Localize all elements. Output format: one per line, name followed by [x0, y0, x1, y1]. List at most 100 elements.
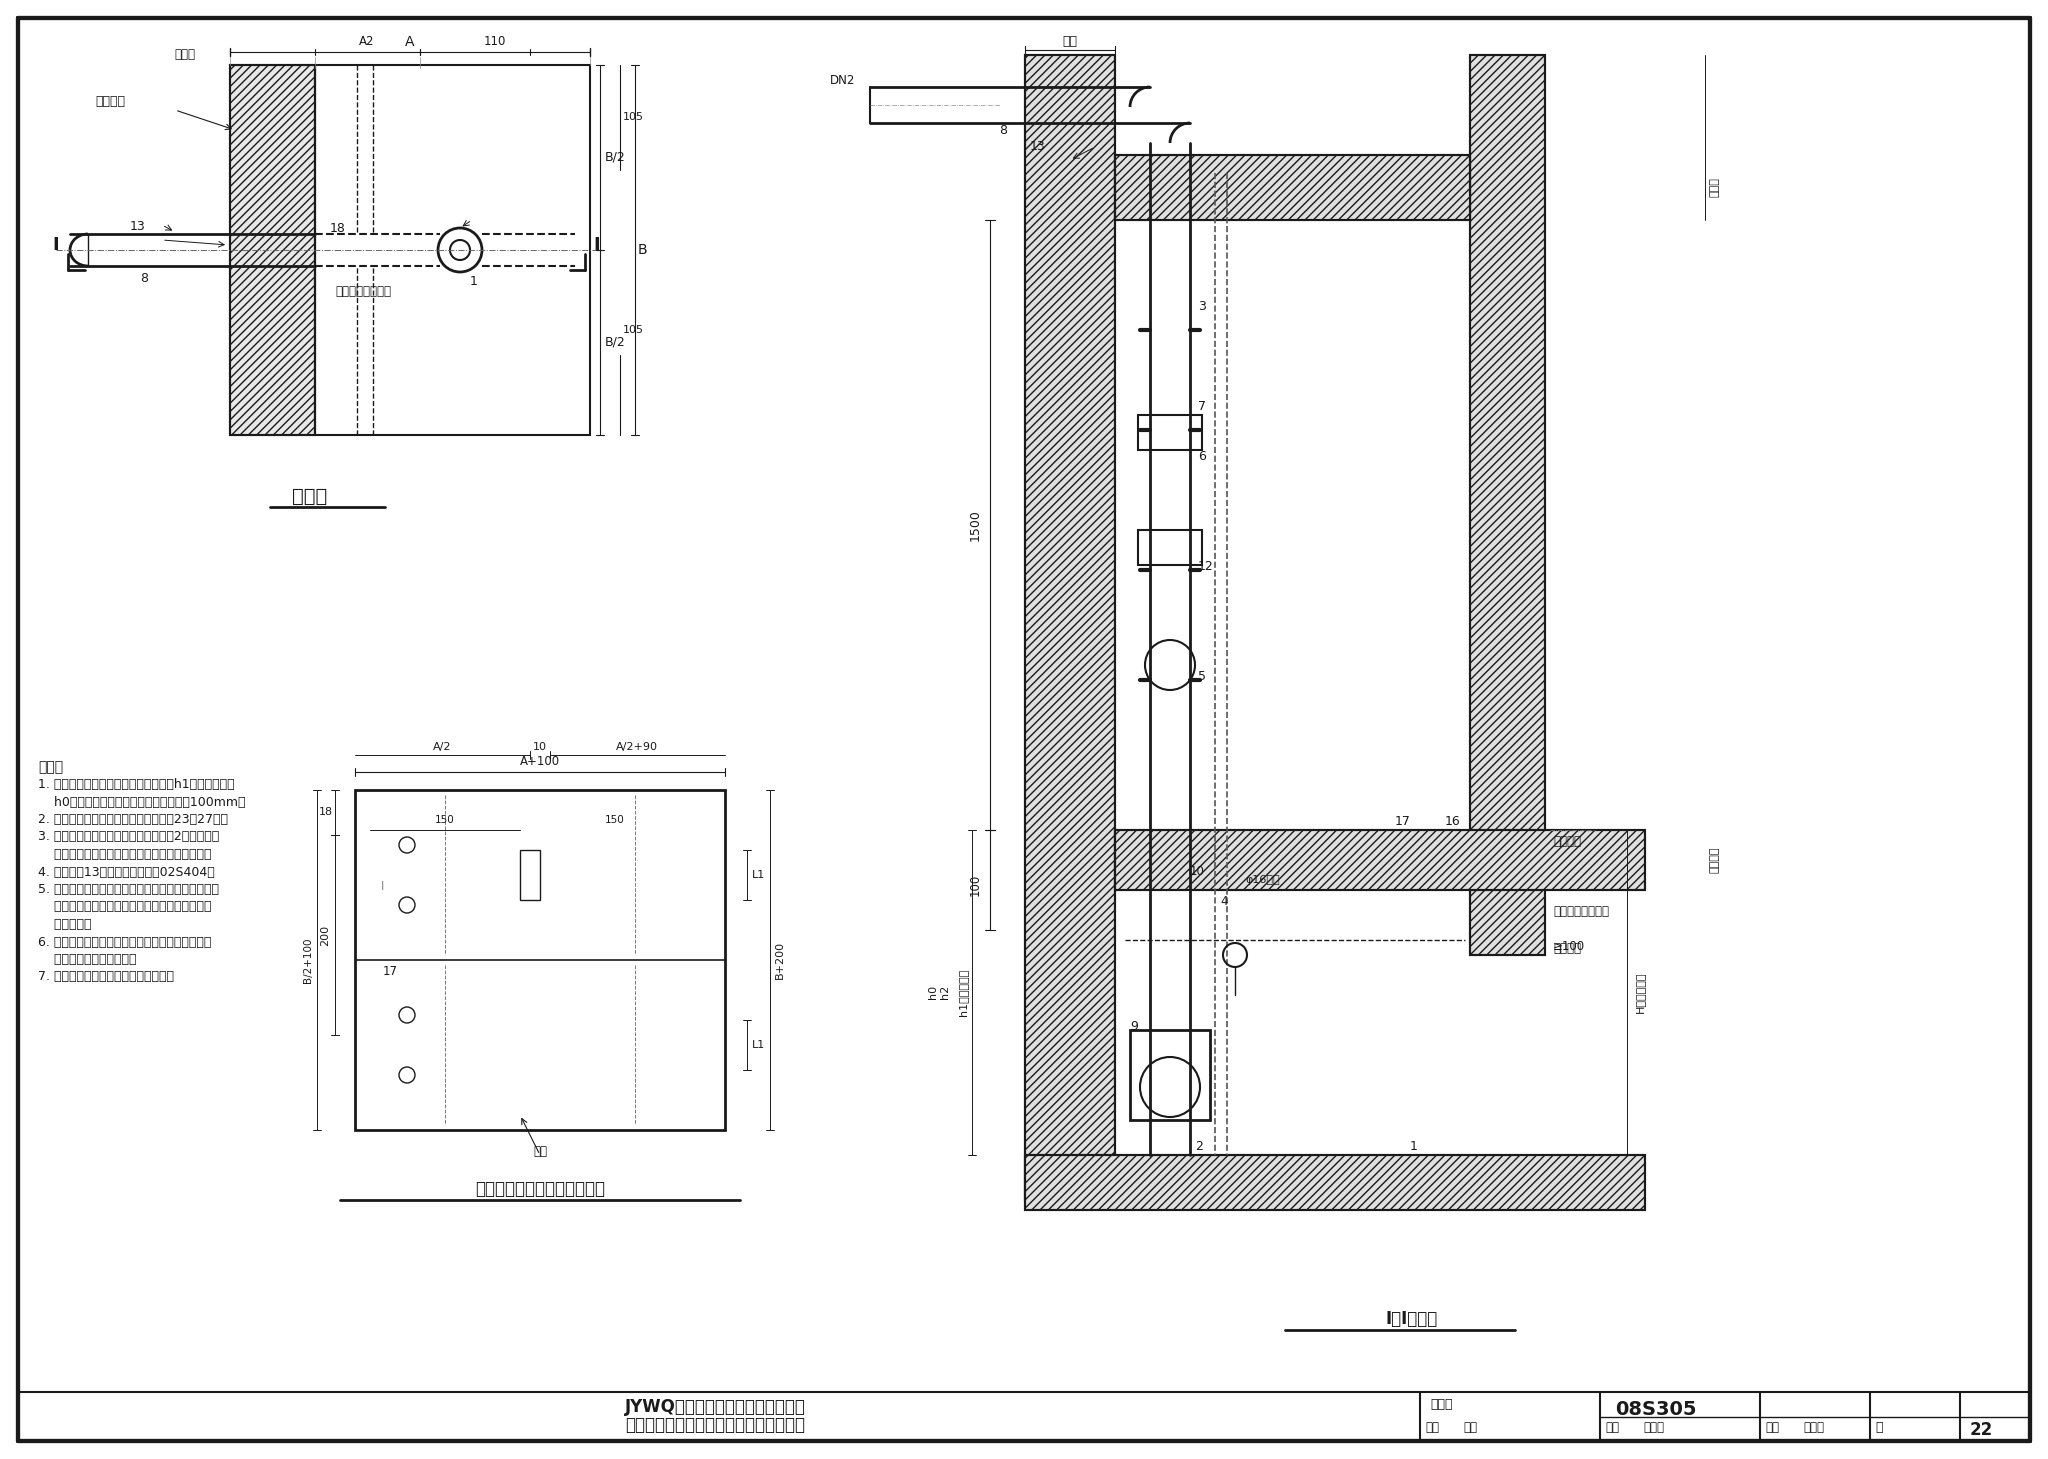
Text: 110: 110: [483, 35, 506, 48]
Text: I: I: [53, 236, 59, 254]
Text: 图集号: 图集号: [1430, 1398, 1452, 1411]
Text: A: A: [406, 35, 416, 50]
Text: h2: h2: [940, 985, 950, 999]
Text: B/2: B/2: [604, 150, 627, 163]
Text: 2: 2: [1194, 1139, 1202, 1153]
Bar: [1024, 55, 1114, 1199]
Text: 12: 12: [1198, 560, 1214, 573]
Text: 穿管敷设。: 穿管敷设。: [39, 918, 92, 931]
Text: 设计定: 设计定: [1710, 177, 1720, 197]
Text: ≥100: ≥100: [1552, 940, 1585, 953]
Text: 校对: 校对: [1606, 1421, 1620, 1434]
Text: 路志锋: 路志锋: [1642, 1421, 1663, 1434]
Text: L1: L1: [752, 1040, 766, 1050]
Text: 1. 本图潜水排污泵采用液位自动控制，h1为开泵水位，: 1. 本图潜水排污泵采用液位自动控制，h1为开泵水位，: [39, 778, 236, 791]
Text: 150: 150: [434, 816, 455, 824]
Text: 页: 页: [1876, 1421, 1882, 1434]
Text: A/2+90: A/2+90: [616, 743, 657, 751]
Text: 17: 17: [1395, 816, 1411, 829]
Text: φ16挂钩: φ16挂钩: [1245, 875, 1280, 886]
Text: 10: 10: [1190, 865, 1204, 878]
Text: 7. 本图适用于较清洁污（废）水提升。: 7. 本图适用于较清洁污（废）水提升。: [39, 970, 174, 983]
Text: 8: 8: [139, 271, 147, 285]
Bar: [1139, 414, 1202, 449]
Text: 5: 5: [1198, 670, 1206, 683]
Text: h0为停泵水位，报警水位高出开泵水位100mm。: h0为停泵水位，报警水位高出开泵水位100mm。: [39, 795, 246, 808]
Bar: [1114, 155, 1470, 220]
Text: B+200: B+200: [774, 941, 784, 979]
Text: 墙厚: 墙厚: [1063, 35, 1077, 48]
Text: H（设计定）: H（设计定）: [1634, 972, 1645, 1013]
Bar: [354, 789, 725, 1131]
Text: 吊环: 吊环: [532, 1145, 547, 1158]
Text: 6: 6: [1198, 449, 1206, 463]
Text: B: B: [639, 244, 647, 257]
Bar: [315, 66, 590, 435]
Text: 设计定: 设计定: [174, 48, 195, 60]
Bar: [1139, 530, 1202, 565]
Text: 10: 10: [532, 743, 547, 751]
Text: 室内地坪: 室内地坪: [1710, 846, 1720, 874]
Text: 18: 18: [330, 222, 346, 235]
Text: 其型号规格可由泵厂配套供应，池外电线电缆应: 其型号规格可由泵厂配套供应，池外电线电缆应: [39, 900, 211, 913]
Text: 污水池（集水坑）: 污水池（集水坑）: [336, 285, 391, 298]
Bar: [1114, 155, 1470, 220]
Text: 150: 150: [604, 816, 625, 824]
Bar: [1024, 55, 1114, 1199]
Text: B/2+100: B/2+100: [303, 937, 313, 983]
Text: I: I: [381, 880, 385, 893]
Text: 4. 防水套管13制作安装详见国标02S404。: 4. 防水套管13制作安装详见国标02S404。: [39, 865, 215, 878]
Text: 平面图: 平面图: [293, 487, 328, 506]
Text: 22: 22: [1970, 1421, 1993, 1439]
Text: 8: 8: [999, 124, 1008, 137]
Text: 3: 3: [1198, 301, 1206, 314]
Text: 高由单项工程设计确定。: 高由单项工程设计确定。: [39, 953, 137, 966]
Text: 100: 100: [969, 874, 981, 896]
Text: 16: 16: [1446, 816, 1460, 829]
Bar: [229, 66, 315, 435]
Bar: [1470, 55, 1544, 956]
Text: 1500: 1500: [969, 509, 981, 541]
Text: 13: 13: [129, 220, 145, 233]
Text: h0: h0: [928, 985, 938, 999]
Text: 200: 200: [319, 925, 330, 945]
Text: 厚、配筋、吊环及洞口处理由相关专业设计定。: 厚、配筋、吊环及洞口处理由相关专业设计定。: [39, 848, 211, 861]
Text: 4: 4: [1221, 894, 1227, 907]
Text: h1（设计定）: h1（设计定）: [958, 969, 969, 1015]
Text: 1: 1: [1409, 1139, 1417, 1153]
Text: 室内地面: 室内地面: [1552, 835, 1581, 848]
Text: A2: A2: [358, 35, 375, 48]
Bar: [1024, 1156, 1645, 1210]
Bar: [1114, 830, 1645, 890]
Text: 1: 1: [469, 274, 477, 287]
Text: 3. 污水池（集水坑）钢筋混凝土盖板为2块预制。板: 3. 污水池（集水坑）钢筋混凝土盖板为2块预制。板: [39, 830, 219, 843]
Text: 审核: 审核: [1425, 1421, 1440, 1434]
Text: 史长伟: 史长伟: [1802, 1421, 1825, 1434]
Text: 6. 污水池（集水坑）进水管数量、位置、管径及标: 6. 污水池（集水坑）进水管数量、位置、管径及标: [39, 935, 211, 948]
Text: A+100: A+100: [520, 754, 559, 767]
Text: 硬管连接固定式安装（钢筋混凝土盖板）: 硬管连接固定式安装（钢筋混凝土盖板）: [625, 1417, 805, 1434]
Text: 7: 7: [1198, 400, 1206, 413]
Text: JYWQ系列自动搅匀潜水排污泵单泵: JYWQ系列自动搅匀潜水排污泵单泵: [625, 1398, 805, 1417]
Text: 08S305: 08S305: [1616, 1401, 1696, 1420]
Text: B/2: B/2: [604, 336, 627, 349]
Text: 报警水位: 报警水位: [1552, 943, 1581, 956]
Text: 17: 17: [383, 964, 397, 978]
Text: DN2: DN2: [829, 73, 854, 86]
Text: 接控制柜: 接控制柜: [94, 95, 125, 108]
Text: 105: 105: [623, 325, 643, 336]
Text: 进水管（或地沟）: 进水管（或地沟）: [1552, 905, 1610, 918]
Text: A/2: A/2: [432, 743, 451, 751]
Bar: [1114, 830, 1645, 890]
Bar: [1130, 1030, 1210, 1121]
Text: 9: 9: [1130, 1020, 1139, 1033]
Text: I－I剖面图: I－I剖面图: [1386, 1310, 1438, 1328]
Text: 105: 105: [623, 112, 643, 123]
Bar: [1024, 1156, 1645, 1210]
Text: 说明：: 说明：: [39, 760, 63, 775]
Text: 18: 18: [319, 807, 334, 817]
Bar: [1470, 55, 1544, 956]
Text: 设计: 设计: [1765, 1421, 1780, 1434]
Text: I: I: [594, 236, 600, 254]
Text: 2. 设备材料表、安装尺寸表详见本图集23、27页。: 2. 设备材料表、安装尺寸表详见本图集23、27页。: [39, 813, 227, 826]
